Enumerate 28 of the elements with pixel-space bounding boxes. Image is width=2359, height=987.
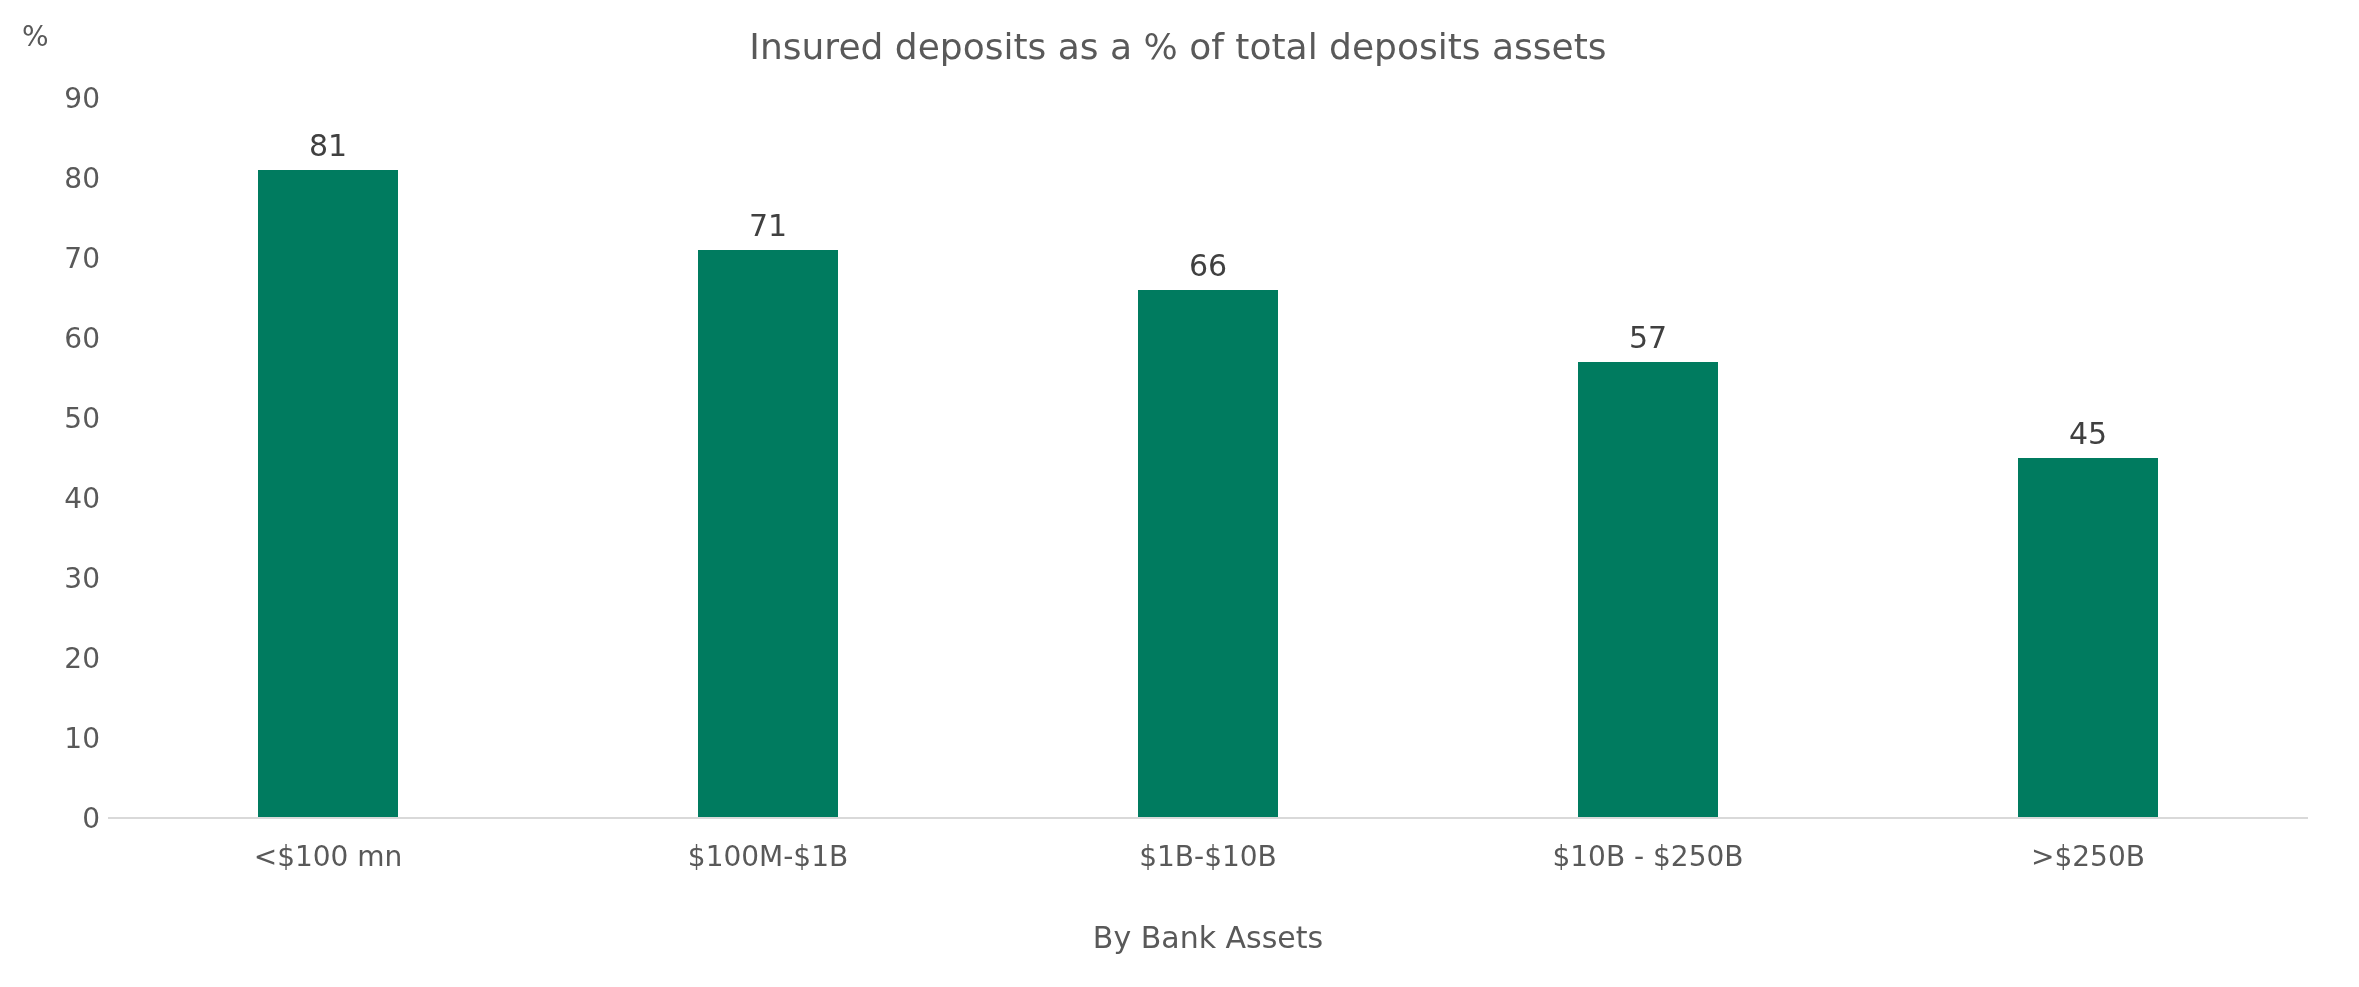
bar <box>258 170 398 818</box>
y-axis-title: % <box>22 20 49 53</box>
data-label: 57 <box>1628 320 1668 355</box>
data-label: 81 <box>308 128 348 163</box>
data-label: 45 <box>2068 416 2108 451</box>
y-tick-label: 10 <box>64 721 100 755</box>
y-tick-label: 0 <box>82 801 100 835</box>
x-tick-label: >$250B <box>2031 839 2145 873</box>
x-tick-label: $10B - $250B <box>1552 839 1744 873</box>
data-label: 66 <box>1188 248 1228 283</box>
y-tick-label: 60 <box>64 321 100 355</box>
x-tick-label: $1B-$10B <box>1139 839 1277 873</box>
data-label: 71 <box>748 208 788 243</box>
y-tick-label: 70 <box>64 241 100 275</box>
bar <box>1578 362 1718 818</box>
y-tick-label: 30 <box>64 561 100 595</box>
bar <box>698 250 838 818</box>
y-tick-label: 80 <box>64 161 100 195</box>
y-tick-label: 90 <box>64 81 100 115</box>
bar <box>1138 290 1278 818</box>
bar <box>2018 458 2158 818</box>
x-tick-label: $100M-$1B <box>687 839 849 873</box>
x-axis-title: By Bank Assets <box>1092 920 1324 955</box>
y-tick-label: 20 <box>64 641 100 675</box>
x-tick-label: <$100 mn <box>253 839 403 873</box>
y-tick-label: 40 <box>64 481 100 515</box>
y-tick-label: 50 <box>64 401 100 435</box>
chart-title: Insured deposits as a % of total deposits assets <box>749 26 1607 67</box>
